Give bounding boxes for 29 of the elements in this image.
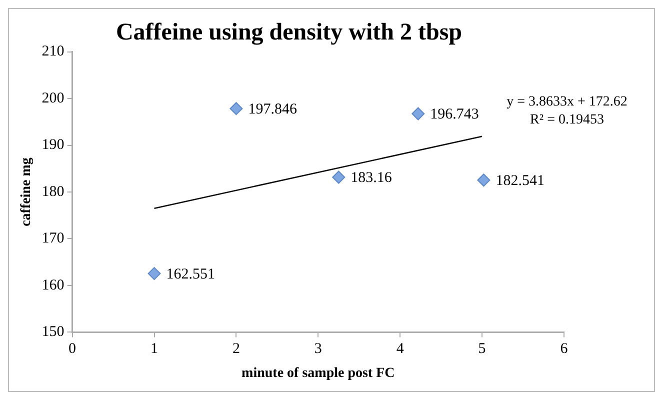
point (412, 107, 425, 120)
y-tick-label: 150 (42, 324, 64, 340)
point (332, 170, 346, 184)
x-axis-title: minute of sample post FC (242, 366, 395, 382)
x-tick-label: 1 (150, 341, 158, 358)
y-tick-label: 210 (42, 44, 64, 60)
y-tick-label: 160 (42, 277, 64, 294)
x-tick-label: 5 (478, 341, 486, 358)
point (230, 102, 243, 116)
point (148, 267, 161, 280)
data-label: 182.541 (496, 173, 544, 190)
y-tick-label: 180 (42, 184, 64, 200)
y-axis-title: caffeine mg (19, 158, 34, 226)
x-tick-label: 6 (560, 341, 568, 358)
data-label: 196.743 (430, 106, 479, 123)
data-label: 162.551 (166, 266, 215, 282)
data-label: 183.16 (350, 170, 392, 186)
point (477, 174, 490, 187)
annotation: y = 3.8633x + 172.62 (506, 94, 628, 110)
x-tick-label: 2 (232, 341, 240, 358)
x-tick-label: 0 (68, 341, 76, 358)
y-tick-label: 200 (42, 90, 64, 106)
x-tick-label: 4 (396, 341, 404, 358)
y-tick-label: 170 (42, 230, 64, 247)
x-tick-label: 3 (314, 341, 322, 358)
chart-title: Caffeine using density with 2 tbsp (116, 20, 462, 46)
annotation: R² = 0.19453 (530, 112, 604, 128)
data-label: 197.846 (248, 102, 298, 118)
y-tick-label: 190 (42, 137, 64, 154)
